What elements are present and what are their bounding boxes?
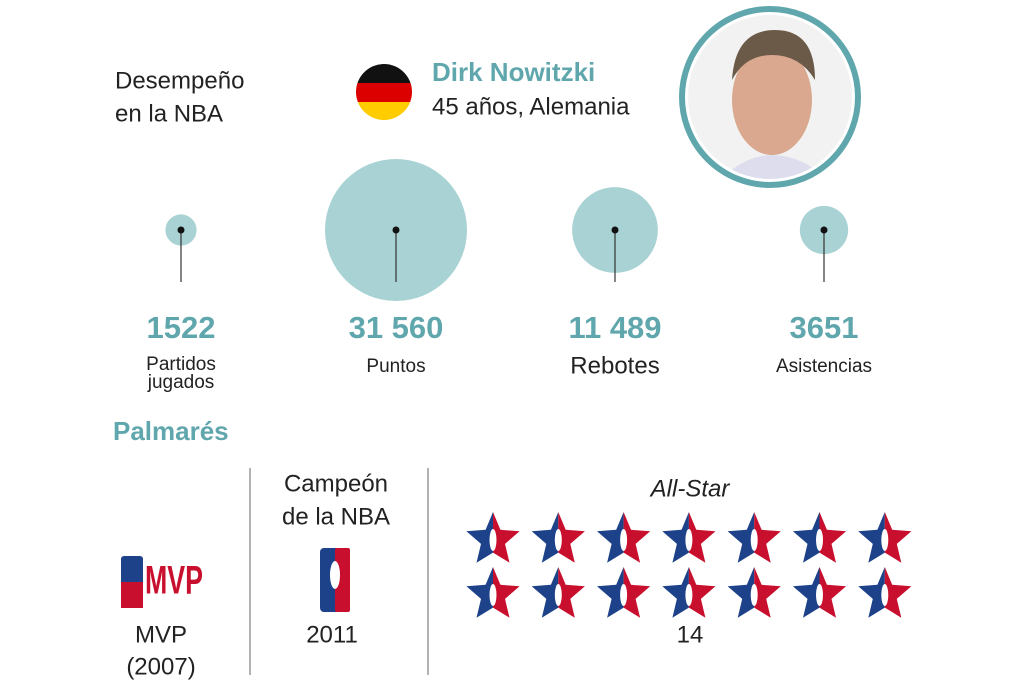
champion-title: Campeón xyxy=(284,470,388,497)
allstar-star xyxy=(597,567,651,618)
stat-label: Rebotes xyxy=(570,352,659,379)
allstar-star xyxy=(858,512,912,563)
star-right xyxy=(688,512,716,563)
star-left xyxy=(662,512,689,563)
player-subtitle: 45 años, Alemania xyxy=(432,93,630,120)
star-silhouette xyxy=(750,529,758,551)
allstar-count: 14 xyxy=(677,621,704,648)
star-silhouette xyxy=(489,529,497,551)
mvp-caption: (2007) xyxy=(126,653,195,680)
star-left xyxy=(597,567,624,618)
mvp-logo-text: MVP xyxy=(145,559,203,603)
star-left xyxy=(858,512,885,563)
star-silhouette xyxy=(554,529,562,551)
stat-value: 31 560 xyxy=(349,310,444,345)
star-left xyxy=(792,567,820,618)
allstar-star xyxy=(858,567,912,618)
star-left xyxy=(858,567,885,618)
star-right xyxy=(688,567,716,618)
allstar-star xyxy=(597,512,651,563)
header-label: en la NBA xyxy=(115,100,223,127)
allstar-star xyxy=(466,567,520,618)
stat-label: Partidos jugados xyxy=(146,354,216,393)
champion-title: de la NBA xyxy=(282,503,390,530)
allstar-star xyxy=(727,567,781,618)
stat-value: 11 489 xyxy=(568,310,661,345)
allstar-star xyxy=(466,512,520,563)
star-silhouette xyxy=(881,584,889,606)
allstar-star xyxy=(531,567,585,618)
stat-label: Puntos xyxy=(366,356,425,377)
stat-label: Asistencias xyxy=(776,356,872,377)
star-left xyxy=(531,512,559,563)
stat-dot xyxy=(820,226,828,234)
stat-dot xyxy=(392,226,400,234)
flag xyxy=(356,64,412,120)
star-silhouette xyxy=(816,584,823,606)
star-right xyxy=(623,512,651,563)
star-right xyxy=(493,512,520,563)
nba-logo xyxy=(320,548,350,612)
star-right xyxy=(819,567,847,618)
mvp-logo: MVP xyxy=(121,556,203,608)
star-silhouette xyxy=(620,584,628,606)
stat-value: 1522 xyxy=(147,310,216,345)
star-silhouette xyxy=(685,584,693,606)
star-right xyxy=(558,567,585,618)
star-silhouette xyxy=(816,529,823,551)
mvp-caption: MVP xyxy=(135,621,187,648)
allstar-star xyxy=(792,567,847,618)
star-right xyxy=(558,512,585,563)
allstar-star xyxy=(531,512,585,563)
stat-value: 3651 xyxy=(790,310,859,345)
allstar-star xyxy=(662,567,716,618)
star-right xyxy=(819,512,847,563)
star-left xyxy=(727,567,755,618)
section-title: Palmarés xyxy=(113,416,229,446)
star-silhouette xyxy=(750,584,758,606)
star-left xyxy=(531,567,559,618)
player-photo xyxy=(679,6,861,188)
stat-dot xyxy=(611,226,619,234)
star-left xyxy=(597,512,624,563)
star-right xyxy=(754,567,781,618)
star-left xyxy=(727,512,755,563)
allstar-star xyxy=(662,512,716,563)
star-left xyxy=(466,512,493,563)
star-silhouette xyxy=(620,529,628,551)
star-right xyxy=(493,567,520,618)
star-left xyxy=(466,567,493,618)
star-silhouette xyxy=(881,529,889,551)
player-name: Dirk Nowitzki xyxy=(432,57,595,87)
star-right xyxy=(884,512,912,563)
header-label: Desempeño xyxy=(115,67,244,94)
star-right xyxy=(754,512,781,563)
star-right xyxy=(623,567,651,618)
star-silhouette xyxy=(489,584,497,606)
star-right xyxy=(884,567,912,618)
allstar-star xyxy=(727,512,781,563)
star-silhouette xyxy=(685,529,693,551)
star-left xyxy=(662,567,689,618)
allstar-title: All-Star xyxy=(649,475,731,502)
star-left xyxy=(792,512,820,563)
star-silhouette xyxy=(554,584,562,606)
stat-dot xyxy=(177,226,185,234)
allstar-star xyxy=(792,512,847,563)
champion-year: 2011 xyxy=(306,621,358,648)
